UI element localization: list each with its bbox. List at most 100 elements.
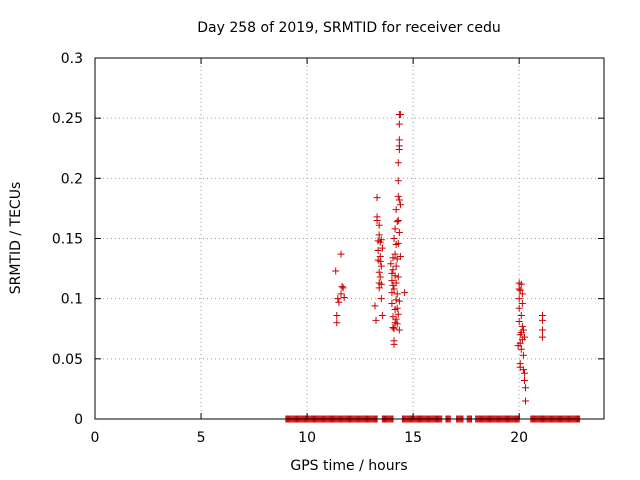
data-point bbox=[393, 290, 401, 298]
data-point bbox=[390, 235, 398, 242]
data-point bbox=[522, 384, 530, 392]
data-point bbox=[519, 366, 527, 374]
x-tick-label: 15 bbox=[404, 430, 422, 446]
data-point bbox=[516, 286, 524, 294]
y-axis-label: SRMTID / TECUs bbox=[8, 182, 24, 295]
data-point bbox=[394, 177, 402, 185]
data-point bbox=[395, 136, 403, 144]
data-point bbox=[338, 283, 346, 291]
data-point bbox=[390, 340, 398, 348]
data-point bbox=[337, 250, 345, 258]
data-point bbox=[519, 351, 527, 359]
x-tick-label: 10 bbox=[298, 430, 316, 446]
data-point bbox=[389, 266, 397, 274]
data-point bbox=[391, 250, 399, 258]
data-point bbox=[395, 196, 403, 204]
data-point bbox=[394, 216, 402, 224]
data-point bbox=[378, 244, 386, 252]
data-point bbox=[515, 304, 523, 312]
data-point bbox=[391, 272, 399, 280]
data-point bbox=[520, 376, 528, 384]
data-point bbox=[340, 293, 348, 301]
data-point bbox=[518, 322, 526, 330]
data-point bbox=[396, 201, 404, 209]
data-point bbox=[518, 290, 526, 298]
data-point bbox=[394, 273, 402, 281]
x-tick-label: 20 bbox=[510, 430, 528, 446]
data-point bbox=[390, 285, 398, 293]
data-point bbox=[335, 298, 343, 306]
data-point bbox=[519, 326, 527, 334]
data-point bbox=[392, 279, 400, 287]
y-tick-label: 0.25 bbox=[52, 111, 83, 127]
x-tick-label: 5 bbox=[197, 430, 206, 446]
data-point bbox=[376, 257, 384, 265]
data-point bbox=[373, 216, 381, 224]
data-point bbox=[522, 397, 530, 405]
data-point bbox=[520, 333, 528, 341]
data-point bbox=[388, 289, 396, 297]
data-point bbox=[393, 304, 401, 312]
data-point bbox=[388, 299, 396, 307]
data-point bbox=[394, 239, 402, 247]
chart-title: Day 258 of 2019, SRMTID for receiver ced… bbox=[197, 20, 500, 36]
y-axis-ticks: 0 0.05 0.1 0.15 0.2 0.25 0.3 bbox=[52, 51, 604, 428]
x-axis-label: GPS time / hours bbox=[290, 458, 407, 474]
data-point bbox=[390, 325, 398, 333]
data-point bbox=[334, 295, 342, 303]
data-point bbox=[377, 280, 385, 288]
data-point bbox=[377, 236, 385, 244]
data-point bbox=[517, 312, 525, 320]
y-tick-label: 0.2 bbox=[61, 171, 83, 187]
data-point bbox=[392, 262, 400, 270]
x-axis-ticks: 0 5 10 15 20 bbox=[91, 58, 528, 446]
data-point bbox=[395, 326, 403, 334]
data-point bbox=[538, 316, 546, 324]
data-point bbox=[515, 295, 523, 303]
data-point bbox=[393, 320, 401, 328]
data-point bbox=[520, 369, 528, 377]
data-point bbox=[389, 254, 397, 262]
data-point bbox=[538, 333, 546, 341]
data-point bbox=[337, 290, 345, 298]
data-point bbox=[538, 326, 546, 334]
data-point bbox=[395, 297, 403, 305]
data-point bbox=[394, 159, 402, 167]
data-point bbox=[392, 296, 400, 304]
data-point bbox=[393, 218, 401, 226]
data-point bbox=[374, 247, 382, 255]
data-point bbox=[377, 262, 385, 270]
grid bbox=[95, 58, 604, 419]
data-point bbox=[401, 289, 409, 297]
data-point bbox=[371, 302, 379, 310]
data-point bbox=[375, 231, 383, 239]
data-point bbox=[389, 324, 397, 332]
data-point bbox=[391, 225, 399, 233]
data-point bbox=[396, 253, 404, 261]
data-point bbox=[376, 273, 384, 281]
data-point bbox=[388, 277, 396, 285]
data-point bbox=[373, 194, 381, 202]
y-tick-label: 0.15 bbox=[52, 232, 83, 248]
data-point bbox=[395, 120, 403, 128]
data-point bbox=[395, 145, 403, 153]
data-point bbox=[396, 111, 404, 119]
y-tick-label: 0.1 bbox=[61, 292, 83, 308]
data-point bbox=[517, 345, 525, 353]
data-point bbox=[375, 221, 383, 229]
data-points bbox=[282, 111, 584, 423]
y-tick-label: 0.05 bbox=[52, 352, 83, 368]
data-point bbox=[518, 299, 526, 307]
data-point bbox=[332, 267, 340, 275]
data-point bbox=[333, 319, 341, 327]
data-point bbox=[394, 192, 402, 200]
data-point bbox=[392, 315, 400, 323]
data-point bbox=[517, 280, 525, 288]
data-point bbox=[333, 312, 341, 320]
data-point bbox=[392, 206, 400, 214]
data-point bbox=[377, 295, 385, 303]
y-tick-label: 0 bbox=[74, 412, 83, 428]
data-point bbox=[516, 339, 524, 347]
data-point bbox=[375, 268, 383, 276]
